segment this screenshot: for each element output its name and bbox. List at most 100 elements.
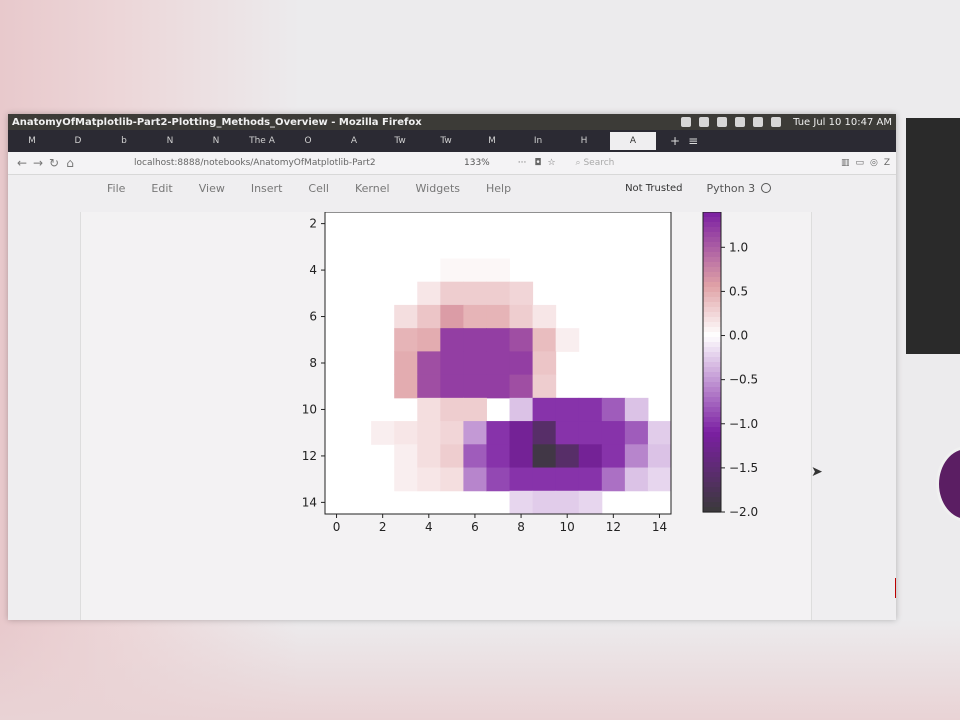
browser-tab[interactable]: M: [488, 136, 496, 146]
colorbar-segment: [703, 297, 721, 303]
reload-icon[interactable]: ↻: [48, 156, 60, 170]
colorbar-segment: [703, 257, 721, 263]
colorbar-segment: [703, 357, 721, 363]
heatmap-cell: [532, 397, 557, 422]
tab-list-icon[interactable]: ≡: [688, 134, 699, 148]
menu-view[interactable]: View: [198, 181, 225, 195]
heatmap-cell: [417, 374, 441, 399]
bluetooth-icon[interactable]: [753, 117, 764, 127]
forward-icon[interactable]: →: [32, 156, 44, 170]
colorbar-segment: [703, 482, 721, 488]
not-trusted-button[interactable]: Not Trusted: [625, 182, 683, 194]
browser-tab-active[interactable]: A: [610, 132, 656, 150]
colorbar-segment: [703, 327, 721, 333]
browser-tab[interactable]: M: [28, 136, 36, 146]
search-input[interactable]: ⌕ Search: [575, 158, 615, 168]
kernel-name[interactable]: Python 3: [706, 181, 756, 195]
colorbar-segment: [703, 432, 721, 438]
colorbar-segment: [703, 427, 721, 433]
mouse-cursor-icon: ➤: [811, 464, 823, 480]
extension-icon[interactable]: ◎: [869, 158, 878, 168]
browser-tab[interactable]: Tw: [394, 136, 406, 146]
colorbar-segment: [703, 322, 721, 328]
bookmark-star-icon[interactable]: ☆: [547, 158, 556, 168]
heatmap-cell: [463, 281, 487, 306]
clock[interactable]: Tue Jul 10 10:47 AM: [793, 116, 892, 128]
browser-tab[interactable]: N: [166, 136, 174, 146]
colorbar-segment: [703, 217, 721, 223]
heatmap-cell: [463, 304, 487, 329]
y-tick-label: 4: [309, 263, 317, 277]
volume-icon[interactable]: [771, 117, 782, 127]
url-bar[interactable]: localhost:8888/notebooks/AnatomyOfMatplo…: [134, 158, 376, 168]
browser-tab[interactable]: D: [74, 136, 82, 146]
x-tick-label: 6: [471, 520, 479, 534]
colorbar-segment: [703, 222, 721, 228]
sidebar-icon[interactable]: ▭: [855, 158, 864, 168]
colorbar-segment: [703, 407, 721, 413]
colorbar-segment: [703, 302, 721, 308]
zoom-level[interactable]: 133%: [464, 158, 490, 168]
home-icon[interactable]: ⌂: [66, 156, 74, 170]
menu-kernel[interactable]: Kernel: [354, 181, 390, 195]
heatmap-cell: [532, 328, 557, 352]
colorbar-segment: [703, 282, 721, 288]
browser-tab[interactable]: N: [212, 136, 220, 146]
menu-widgets[interactable]: Widgets: [415, 181, 460, 195]
keyboard-icon[interactable]: [735, 117, 746, 127]
heatmap-cell: [555, 328, 580, 352]
y-tick-label: 10: [302, 402, 317, 416]
heatmap-cell: [555, 490, 580, 515]
browser-tab[interactable]: In: [533, 136, 543, 146]
heatmap-cell: [394, 374, 418, 399]
dropbox-icon[interactable]: [681, 117, 692, 127]
colorbar-segment: [703, 467, 721, 473]
heatmap-cell: [509, 444, 534, 469]
browser-tab[interactable]: Tw: [440, 136, 452, 146]
menu-edit[interactable]: Edit: [151, 181, 173, 195]
heatmap-plot: 0 2 4 6 8 10 12 14 2 4 6 8 10 12 14 1.0 0.5 0.0 −0.5 −1.0 −1…: [302, 212, 758, 534]
heatmap-cell: [417, 351, 441, 376]
browser-tab[interactable]: A: [350, 136, 358, 146]
browser-tab[interactable]: The A: [249, 136, 275, 146]
heatmap-cell: [463, 328, 487, 352]
menu-file[interactable]: File: [107, 181, 126, 195]
zotero-icon[interactable]: Z: [883, 158, 890, 168]
y-tick-label: 2: [309, 217, 317, 231]
heatmap-cell: [463, 444, 487, 469]
colorbar-segment: [703, 402, 721, 408]
background-window: [906, 118, 960, 354]
browser-tab[interactable]: H: [580, 136, 588, 146]
heatmap-cell: [601, 421, 626, 445]
new-tab-icon[interactable]: +: [670, 134, 681, 148]
wifi-icon[interactable]: [717, 117, 728, 127]
heatmap-cell: [417, 304, 441, 329]
heatmap-cell: [486, 328, 511, 352]
colorbar-segment: [703, 472, 721, 478]
back-icon[interactable]: ←: [16, 156, 28, 170]
heatmap-cell: [440, 467, 464, 492]
browser-tab[interactable]: b: [121, 136, 127, 146]
page-actions-icon[interactable]: ···: [517, 158, 527, 168]
colorbar-segment: [703, 387, 721, 393]
colorbar-segment: [703, 462, 721, 468]
heatmap-cell: [555, 444, 580, 469]
menu-cell[interactable]: Cell: [308, 181, 329, 195]
colorbar-segment: [703, 292, 721, 298]
menu-help[interactable]: Help: [486, 181, 512, 195]
menu-insert[interactable]: Insert: [250, 181, 283, 195]
pocket-icon[interactable]: ◘: [534, 158, 542, 168]
colorbar-segment: [703, 367, 721, 373]
network-icon[interactable]: [699, 117, 710, 127]
heatmap-cell: [509, 397, 534, 422]
heatmap-cell: [417, 328, 441, 352]
heatmap-cell: [555, 421, 580, 445]
heatmap-cell: [417, 444, 441, 469]
heatmap-cell: [486, 467, 511, 492]
colorbar-segment: [703, 382, 721, 388]
colorbar-segment: [703, 247, 721, 253]
library-icon[interactable]: ▥: [840, 158, 850, 168]
browser-tab[interactable]: O: [304, 136, 312, 146]
heatmap-cell: [509, 374, 534, 399]
colorbar-segment: [703, 332, 721, 338]
